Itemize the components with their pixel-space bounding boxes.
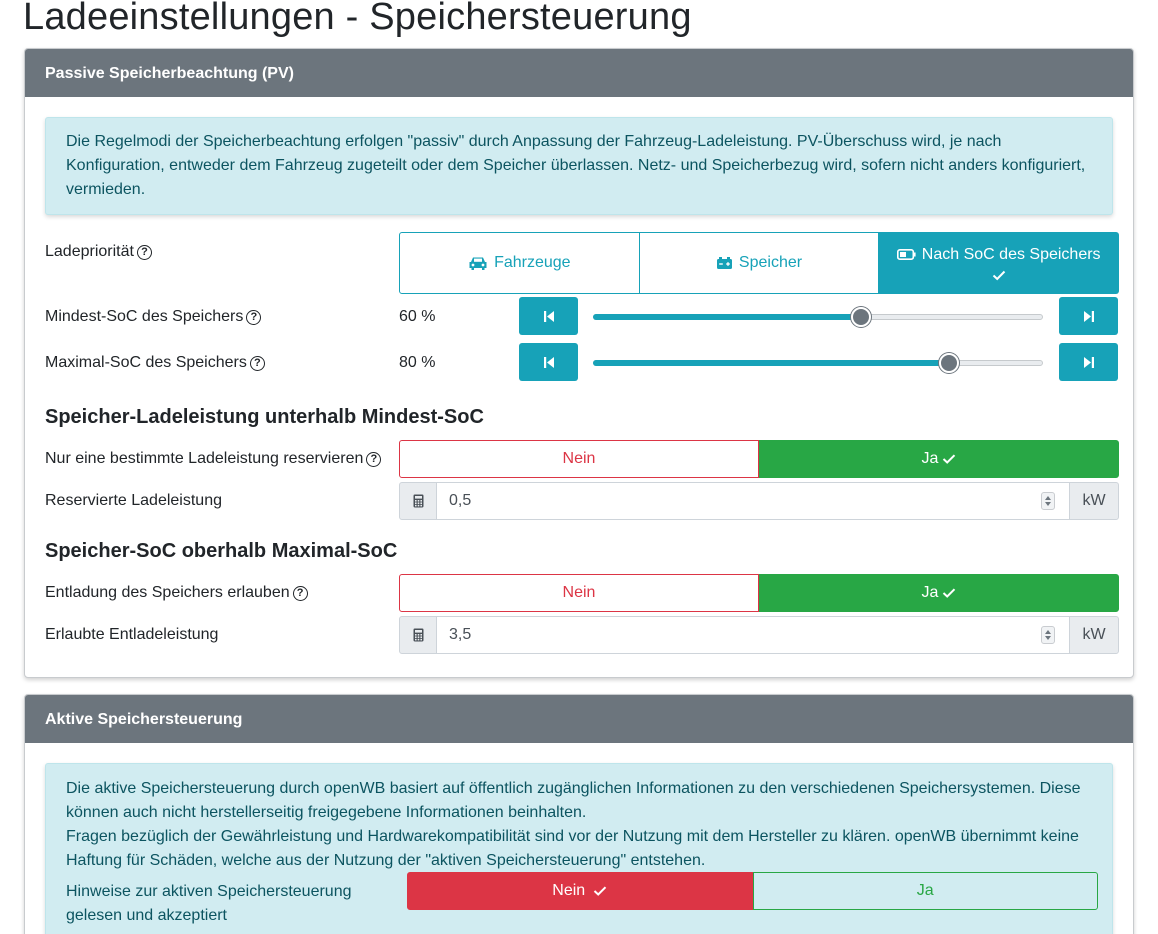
ack-no-button[interactable]: Nein — [407, 872, 753, 910]
step-forward-icon — [1083, 310, 1094, 322]
reserved-power-unit: kW — [1069, 482, 1119, 520]
check-icon — [594, 886, 607, 896]
active-info-text-2: Fragen bezüglich der Gewährleistung und … — [66, 828, 1079, 869]
discharge-power-value: 3,5 — [449, 626, 472, 643]
max-soc-slider-fill — [593, 360, 948, 366]
help-icon[interactable]: ? — [249, 356, 265, 371]
max-soc-slider-thumb[interactable] — [939, 353, 959, 373]
battery-half-icon — [896, 249, 916, 260]
max-soc-slider[interactable] — [593, 353, 1043, 373]
reserve-label: Nur eine bestimmte Ladeleistung reservie… — [45, 450, 364, 467]
min-soc-slider-thumb[interactable] — [851, 307, 871, 327]
reserve-label-row: Nur eine bestimmte Ladeleistung reservie… — [45, 449, 382, 469]
min-soc-value: 60 % — [399, 308, 436, 325]
min-soc-slider-fill — [593, 314, 860, 320]
active-storage-card: Aktive Speichersteuerung Die aktive Spei… — [24, 694, 1134, 934]
ack-yes-button[interactable]: Ja — [752, 872, 1098, 910]
max-soc-label: Maximal-SoC des Speichers — [45, 354, 247, 371]
discharge-toggle-group: Nein Ja — [399, 574, 1119, 612]
discharge-no-label: Nein — [562, 584, 596, 601]
discharge-power-label: Erlaubte Entladeleistung — [45, 626, 219, 643]
reserve-no-label: Nein — [562, 450, 596, 467]
step-forward-icon — [1083, 356, 1094, 368]
reserved-power-value: 0,5 — [449, 492, 472, 509]
discharge-yes-button[interactable]: Ja — [759, 574, 1119, 612]
help-icon[interactable]: ? — [292, 586, 308, 601]
max-soc-value: 80 % — [399, 354, 436, 371]
discharge-yes-label: Ja — [921, 584, 939, 601]
reserved-power-input[interactable]: 0,5 — [437, 482, 1069, 520]
help-icon[interactable]: ? — [246, 310, 262, 325]
priority-label: Ladepriorität — [45, 243, 134, 260]
min-soc-decrease-button[interactable] — [519, 297, 578, 335]
priority-soc-button[interactable]: Nach SoC des Speichers — [879, 232, 1120, 294]
ack-yes-label: Ja — [916, 882, 934, 899]
reserve-yes-button[interactable]: Ja — [759, 440, 1119, 478]
passive-storage-card: Passive Speicherbeachtung (PV) Die Regel… — [24, 48, 1134, 678]
check-icon — [943, 454, 956, 464]
calculator-icon — [399, 616, 437, 654]
min-soc-slider[interactable] — [593, 307, 1043, 327]
active-info-alert: Die aktive Speichersteuerung durch openW… — [45, 763, 1113, 934]
help-icon[interactable]: ? — [366, 452, 382, 467]
reserve-yes-label: Ja — [921, 450, 939, 467]
max-soc-decrease-button[interactable] — [519, 343, 578, 381]
step-backward-icon — [543, 356, 554, 368]
active-card-header: Aktive Speichersteuerung — [25, 695, 1133, 743]
discharge-label: Entladung des Speichers erlauben — [45, 584, 290, 601]
ack-label: Hinweise zur aktiven Speichersteuerung g… — [66, 883, 352, 924]
ack-no-label: Nein — [552, 882, 586, 899]
priority-label-row: Ladepriorität? — [45, 242, 152, 262]
max-soc-label-row: Maximal-SoC des Speichers? — [45, 353, 265, 373]
car-icon — [469, 257, 487, 270]
section-title-below-min: Speicher-Ladeleistung unterhalb Mindest-… — [45, 406, 484, 428]
passive-card-header: Passive Speicherbeachtung (PV) — [25, 49, 1133, 97]
discharge-power-unit: kW — [1069, 616, 1119, 654]
reserve-toggle-group: Nein Ja — [399, 440, 1119, 478]
discharge-label-row: Entladung des Speichers erlauben? — [45, 583, 308, 603]
step-backward-icon — [543, 310, 554, 322]
priority-storage-button[interactable]: Speicher — [639, 232, 880, 294]
priority-storage-label: Speicher — [738, 254, 803, 271]
priority-soc-label: Nach SoC des Speichers — [921, 245, 1101, 263]
reserve-no-button[interactable]: Nein — [399, 440, 759, 478]
active-info-text-1: Die aktive Speichersteuerung durch openW… — [66, 780, 1081, 821]
calculator-icon — [399, 482, 437, 520]
help-icon[interactable]: ? — [136, 245, 152, 260]
reserved-power-label: Reservierte Ladeleistung — [45, 492, 222, 509]
min-soc-label-row: Mindest-SoC des Speichers? — [45, 307, 262, 327]
ack-toggle-group: Nein Ja — [407, 872, 1098, 910]
min-soc-increase-button[interactable] — [1059, 297, 1118, 335]
number-spinner[interactable] — [1041, 492, 1055, 510]
discharge-power-input-group: 3,5 kW — [399, 616, 1119, 654]
discharge-no-button[interactable]: Nein — [399, 574, 759, 612]
charge-priority-group: Fahrzeuge Speicher Nach SoC des Speicher… — [399, 232, 1120, 294]
car-battery-icon — [716, 257, 732, 269]
check-icon — [992, 270, 1005, 280]
passive-info-alert: Die Regelmodi der Speicherbeachtung erfo… — [45, 117, 1113, 215]
max-soc-increase-button[interactable] — [1059, 343, 1118, 381]
reserved-power-input-group: 0,5 kW — [399, 482, 1119, 520]
check-icon — [943, 588, 956, 598]
number-spinner[interactable] — [1041, 626, 1055, 644]
discharge-power-input[interactable]: 3,5 — [437, 616, 1069, 654]
priority-vehicles-label: Fahrzeuge — [494, 254, 571, 271]
min-soc-label: Mindest-SoC des Speichers — [45, 308, 244, 325]
page-title: Ladeeinstellungen - Speichersteuerung — [23, 0, 692, 38]
priority-vehicles-button[interactable]: Fahrzeuge — [399, 232, 640, 294]
section-title-above-max: Speicher-SoC oberhalb Maximal-SoC — [45, 540, 398, 562]
